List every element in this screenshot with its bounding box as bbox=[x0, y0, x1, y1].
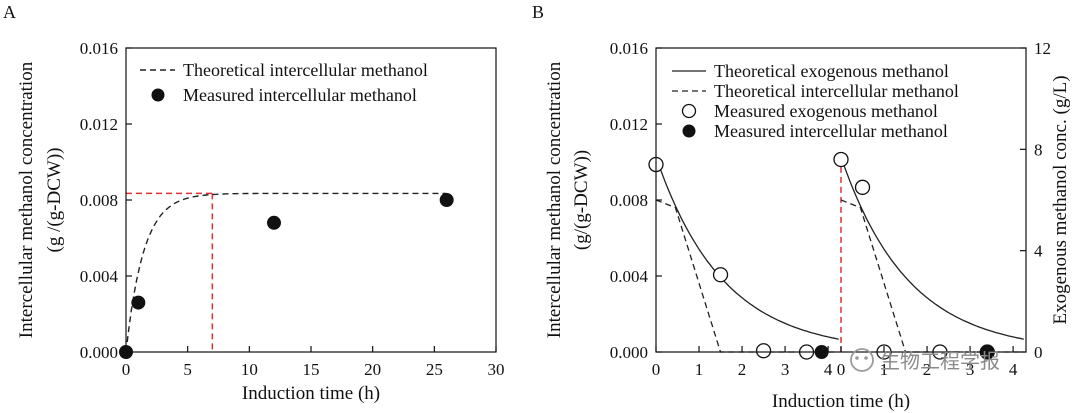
panel-b-left-y-axis: 0.000 0.004 0.008 0.012 0.016 bbox=[610, 39, 662, 362]
panel-b-x-tick-label: 4 bbox=[1009, 360, 1018, 379]
panel-a-y-tick-label: 0.012 bbox=[80, 115, 118, 134]
panel-b-measured-points bbox=[648, 151, 995, 360]
panel-a-x-tick-label: 25 bbox=[426, 360, 443, 379]
panel-a-measured-point bbox=[439, 193, 454, 207]
panel-a: A 0.000 0.004 0.008 0.012 0.016 0 5 10 15 20 25 30… bbox=[3, 2, 505, 404]
panel-a-x-tick-label: 30 bbox=[488, 360, 505, 379]
panel-b-measured-exogenous-point bbox=[755, 343, 772, 359]
watermark: 生物工程学报 bbox=[850, 348, 1000, 373]
panel-b-x-axis-title: Induction time (h) bbox=[772, 391, 910, 412]
panel-b-y2-tick-label: 8 bbox=[1034, 140, 1043, 159]
panel-a-y-tick-label: 0.008 bbox=[80, 191, 118, 210]
panel-b-x-tick-label: 3 bbox=[966, 360, 975, 379]
panel-b-x-tick-label: 0 bbox=[652, 360, 661, 379]
legend-b-intra-theory-label: Theoretical intercellular methanol bbox=[714, 81, 959, 101]
panel-a-x-tick-label: 0 bbox=[122, 360, 131, 379]
panel-b-right-y-axis-title: Exogenous methanol conc. (g/L) bbox=[1050, 75, 1071, 324]
panel-a-y-axis-title: Intercellular methanol concentration bbox=[16, 61, 37, 338]
panel-b-y-tick-label: 0.008 bbox=[610, 191, 648, 210]
wechat-icon-eye-right bbox=[864, 356, 868, 360]
panel-b-right-y-axis: 0 4 8 12 bbox=[1020, 39, 1051, 362]
panel-b-x-tick-label: 0 bbox=[837, 360, 846, 379]
panel-a-ref-lines bbox=[126, 192, 214, 352]
panel-a-x-axis-title: Induction time (h) bbox=[242, 383, 380, 404]
legend-b-intra-measured-label: Measured intercellular methanol bbox=[714, 121, 948, 141]
panel-b-measured-exogenous-point bbox=[854, 179, 871, 195]
panel-b-x-tick-label: 3 bbox=[781, 360, 790, 379]
panel-b-measured-exogenous-point bbox=[833, 151, 849, 168]
panel-b-x-tick-label: 1 bbox=[695, 360, 704, 379]
panel-b-legend: Theoretical exogenous methanol Theoretic… bbox=[672, 61, 959, 141]
panel-b-x-tick-label: 2 bbox=[738, 360, 747, 379]
wechat-icon bbox=[850, 348, 874, 372]
panel-b-y2-tick-label: 0 bbox=[1034, 343, 1043, 362]
legend-a-measured-label: Measured intercellular methanol bbox=[183, 85, 417, 105]
panel-b-y-tick-label: 0.012 bbox=[610, 115, 648, 134]
panel-b-x-tick-label: 1 bbox=[880, 360, 889, 379]
panel-a-letter: A bbox=[3, 2, 16, 22]
panel-b-theoretical-intercellular-curve bbox=[655, 199, 1024, 353]
panel-b-measured-exogenous-point bbox=[712, 267, 729, 283]
panel-a-x-axis: 0 5 10 15 20 25 30 bbox=[122, 346, 505, 379]
panel-a-y-tick-label: 0.000 bbox=[80, 343, 118, 362]
panel-b-letter: B bbox=[532, 2, 544, 22]
legend-b-intra-measured-swatch bbox=[682, 124, 696, 138]
panel-b-x-tick-label: 4 bbox=[824, 360, 833, 379]
panel-a-x-tick-label: 20 bbox=[364, 360, 381, 379]
panel-b-y-tick-label: 0.004 bbox=[610, 267, 649, 286]
panel-a-legend: Theoretical intercellular methanol Measu… bbox=[140, 60, 428, 105]
panel-b-y-tick-label: 0.016 bbox=[610, 39, 648, 58]
panel-b-y-axis-title: Intercellular methanol concentration bbox=[544, 61, 565, 338]
panel-a-y-axis: 0.000 0.004 0.008 0.012 0.016 bbox=[80, 39, 132, 362]
wechat-icon-eye-left bbox=[855, 356, 859, 360]
panel-a-x-tick-label: 15 bbox=[303, 360, 320, 379]
panel-a-x-tick-label: 5 bbox=[183, 360, 192, 379]
panel-a-y-axis-unit: (g /(g-DCW)) bbox=[44, 148, 65, 253]
panel-a-measured-points bbox=[119, 193, 454, 359]
panel-b-y2-tick-label: 12 bbox=[1034, 39, 1051, 58]
panel-a-y-tick-label: 0.016 bbox=[80, 39, 118, 58]
legend-a-measured-swatch bbox=[151, 88, 165, 102]
panel-b-y2-tick-label: 4 bbox=[1034, 242, 1043, 261]
panel-a-x-tick-label: 10 bbox=[241, 360, 258, 379]
panel-a-measured-point bbox=[267, 215, 281, 230]
panel-a-theoretical-curve bbox=[125, 192, 447, 353]
panel-a-measured-point bbox=[131, 295, 146, 310]
watermark-text: 生物工程学报 bbox=[880, 349, 1000, 373]
legend-b-exo-theory-label: Theoretical exogenous methanol bbox=[714, 61, 949, 81]
panel-b-theoretical-exogenous-curve bbox=[655, 156, 1024, 340]
legend-b-exo-measured-label: Measured exogenous methanol bbox=[714, 101, 938, 121]
panel-a-y-tick-label: 0.004 bbox=[80, 267, 119, 286]
panel-b-y-axis-unit: (g/(g-DCW)) bbox=[571, 150, 592, 250]
legend-b-exo-measured-swatch bbox=[681, 103, 697, 119]
panel-b-x-tick-label: 2 bbox=[923, 360, 932, 379]
legend-a-theory-label: Theoretical intercellular methanol bbox=[183, 60, 428, 80]
panel-b-y-tick-label: 0.000 bbox=[610, 343, 648, 362]
